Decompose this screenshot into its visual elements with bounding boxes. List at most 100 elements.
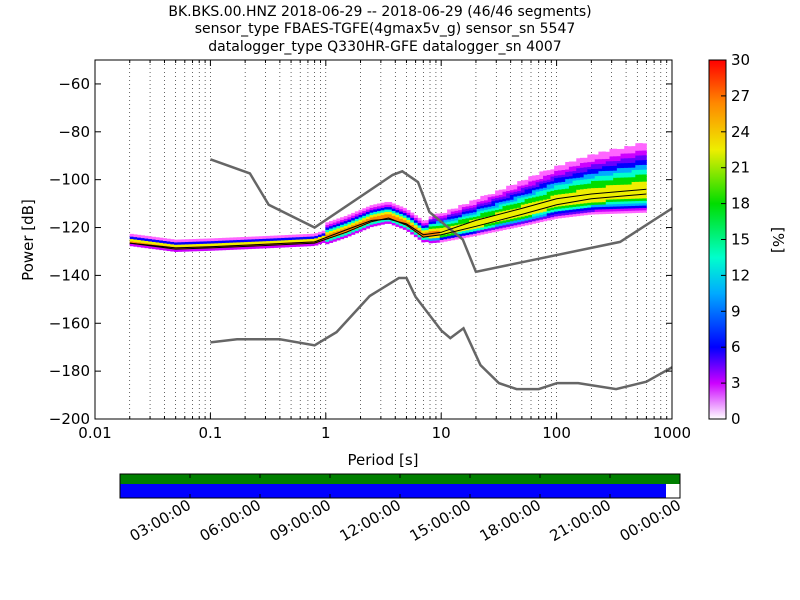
heatmap-cell (151, 239, 156, 242)
heatmap-cell (576, 189, 581, 193)
heatmap-cell (199, 238, 204, 242)
heatmap-cell (524, 215, 529, 219)
heatmap-cell (362, 222, 367, 226)
heatmap-cell (572, 189, 577, 193)
heatmap-cell (402, 215, 407, 218)
heatmap-cell (620, 167, 625, 171)
heatmap-cell (528, 209, 533, 213)
heatmap-cell (620, 179, 625, 183)
heatmap-cell (402, 207, 407, 211)
heatmap-cell (642, 142, 647, 146)
heatmap-cell (627, 196, 633, 199)
heatmap-cell (251, 241, 256, 245)
heatmap-cell (561, 169, 566, 173)
heatmap-cell (605, 177, 610, 181)
heatmap-cell (188, 241, 193, 245)
heatmap-cell (591, 180, 596, 184)
heatmap-cell (591, 187, 596, 191)
heatmap-cell (591, 171, 596, 174)
heatmap-cell (469, 224, 474, 228)
heatmap-cell (557, 205, 562, 209)
heatmap-cell (635, 200, 640, 204)
heatmap-cell (487, 194, 492, 198)
heatmap-cell (598, 168, 603, 172)
heatmap-cell (568, 197, 573, 201)
heatmap-cell (594, 163, 599, 167)
heatmap-cell (498, 211, 503, 215)
heatmap-cell (598, 182, 603, 186)
heatmap-cell (218, 242, 223, 246)
heatmap-cell (155, 246, 160, 250)
heatmap-cell (177, 244, 182, 248)
heatmap-cell (609, 191, 614, 195)
heatmap-cell (616, 174, 621, 178)
heatmap-cell (476, 227, 481, 231)
heatmap-cell (583, 186, 588, 189)
heatmap-cell (642, 174, 647, 177)
heatmap-cell (620, 170, 625, 173)
heatmap-cell (620, 210, 625, 214)
heatmap-cell (395, 214, 400, 218)
heatmap-cell (557, 213, 562, 216)
heatmap-cell (469, 207, 474, 211)
heatmap-cell (436, 235, 441, 238)
heatmap-cell (613, 182, 618, 186)
heatmap-cell (624, 189, 629, 192)
heatmap-cell (579, 165, 585, 168)
heatmap-cell (557, 165, 562, 169)
heatmap-cell (565, 202, 570, 206)
heatmap-cell (583, 210, 588, 213)
heatmap-cell (531, 187, 537, 191)
heatmap-cell (465, 234, 470, 238)
heatmap-cell (517, 200, 522, 204)
heatmap-cell (502, 220, 507, 223)
heatmap-cell (528, 216, 533, 220)
heatmap-cell (587, 207, 592, 211)
heatmap-cell (579, 188, 585, 192)
heatmap-cell (502, 224, 507, 228)
heatmap-cell (591, 182, 596, 186)
heatmap-cell (635, 183, 640, 187)
heatmap-cell (561, 191, 566, 194)
heatmap-cell (528, 183, 533, 187)
heatmap-cell (137, 237, 142, 241)
heatmap-cell (591, 211, 596, 215)
heatmap-cell (613, 172, 618, 176)
heatmap-cell (642, 140, 647, 144)
heatmap-cell (642, 169, 647, 173)
heatmap-cell (413, 215, 418, 219)
heatmap-cell (517, 205, 522, 208)
heatmap-cell (332, 236, 337, 240)
heatmap-cell (565, 171, 570, 175)
heatmap-cell (517, 214, 522, 218)
heatmap-cell (624, 155, 629, 159)
heatmap-cell (605, 163, 610, 167)
heatmap-cell (325, 227, 330, 230)
heatmap-cell (432, 237, 437, 241)
heatmap-cell (458, 226, 463, 230)
heatmap-cell (531, 185, 537, 188)
heatmap-cell (635, 210, 640, 214)
heatmap-cell (531, 180, 537, 184)
heatmap-cell (376, 210, 382, 214)
heatmap-cell (399, 223, 404, 226)
heatmap-cell (613, 194, 618, 197)
heatmap-cell (498, 199, 503, 203)
heatmap-cell (565, 185, 570, 189)
heatmap-cell (513, 198, 518, 202)
heatmap-cell (461, 213, 466, 217)
heatmap-cell (602, 170, 607, 174)
heatmap-cell (609, 151, 614, 155)
heatmap-cell (332, 234, 337, 237)
heatmap-cell (616, 170, 621, 173)
heatmap-cell (576, 175, 581, 178)
heatmap-cell (509, 216, 514, 219)
heatmap-cell (616, 206, 621, 209)
heatmap-cell (406, 226, 411, 230)
heatmap-cell (605, 201, 610, 205)
heatmap-cell (627, 176, 633, 180)
heatmap-cell (531, 204, 537, 207)
heatmap-cell (487, 201, 492, 205)
heatmap-cell (476, 203, 481, 207)
heatmap-cell (424, 232, 430, 235)
